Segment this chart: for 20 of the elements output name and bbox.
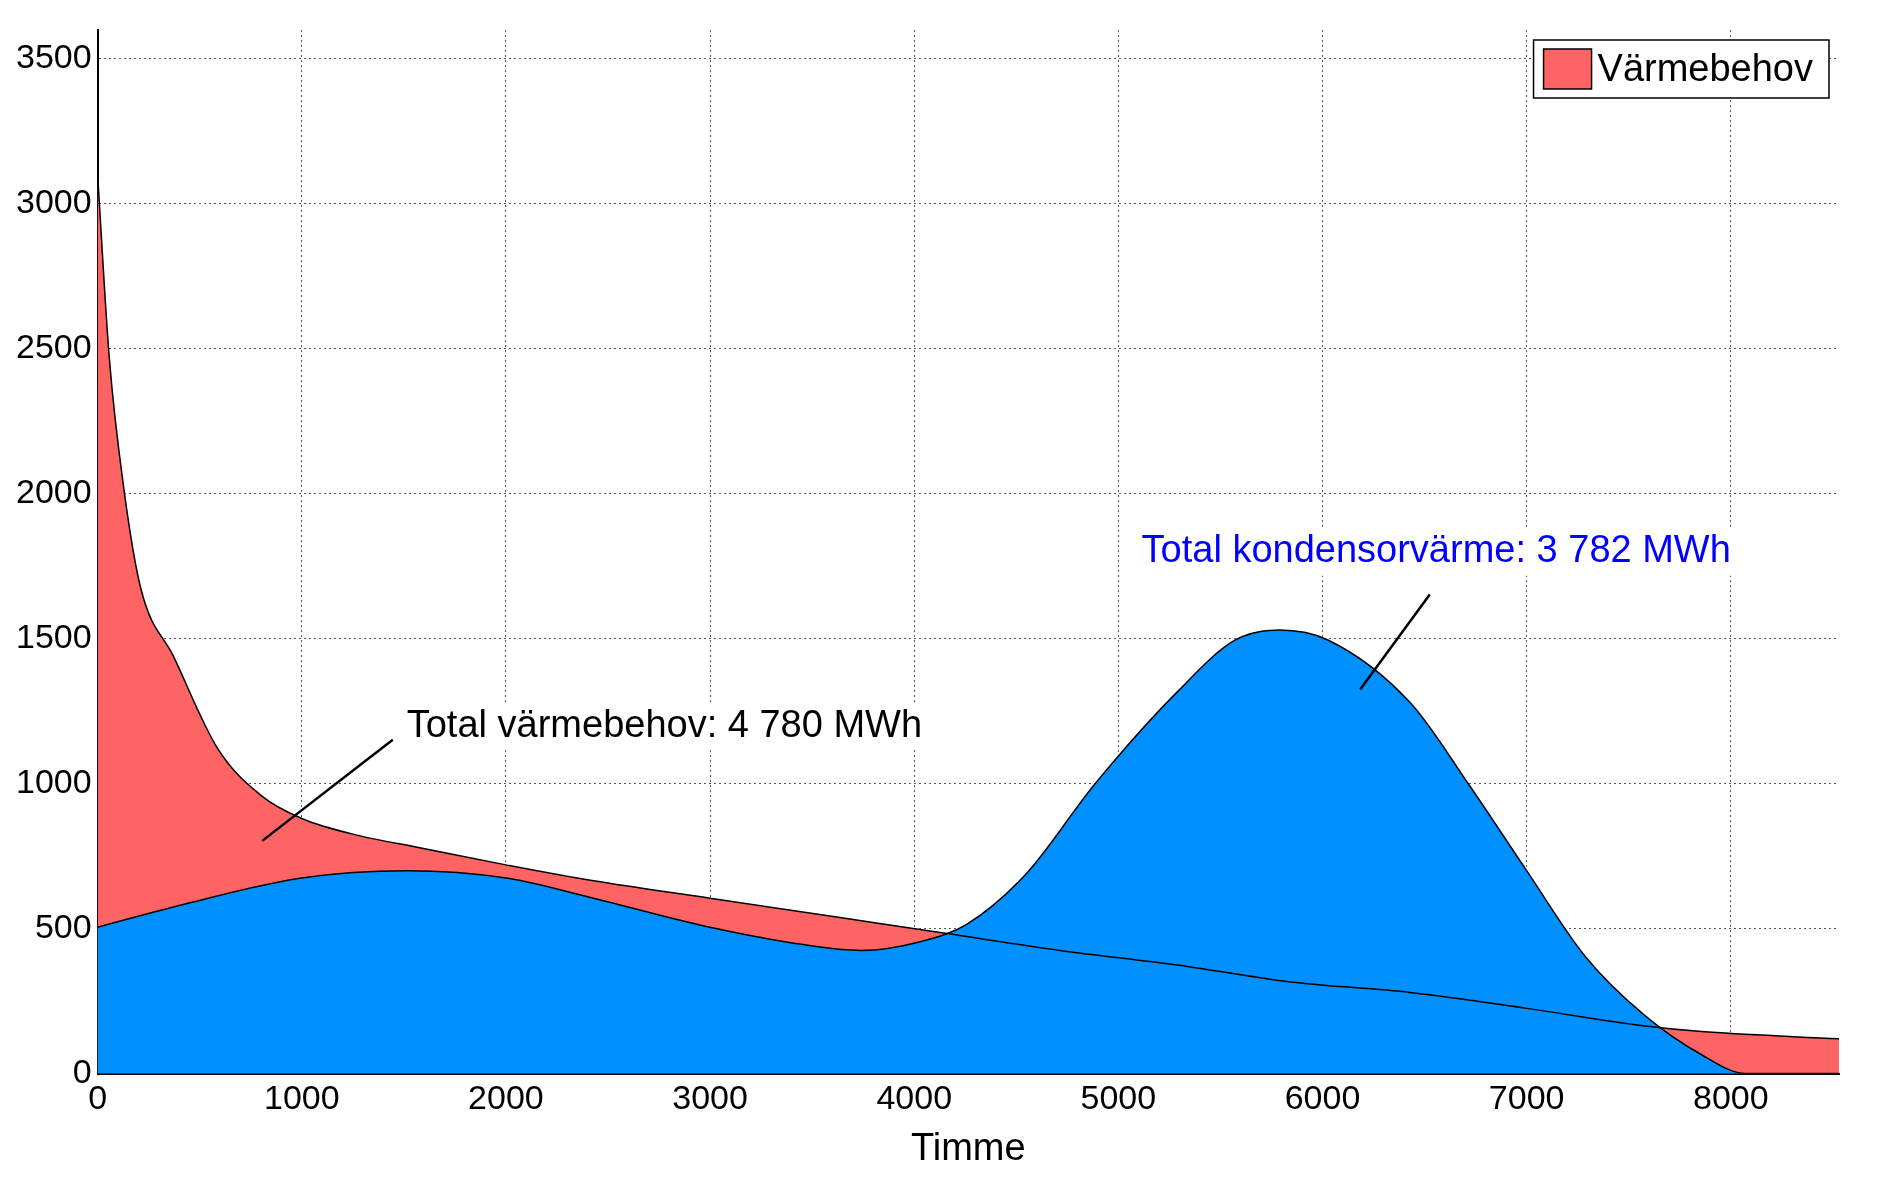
y-tick-label: 1000 [16, 762, 92, 801]
x-tick-label: 4000 [876, 1078, 953, 1117]
x-tick-label: 7000 [1488, 1078, 1565, 1117]
y-tick-label: 3500 [16, 37, 92, 76]
annotation: Total värmebehov: 4 780 MWh [406, 702, 923, 745]
x-tick-label: 3000 [672, 1078, 748, 1117]
legend-label: Värmebehov [1597, 47, 1814, 90]
x-tick-label: 8000 [1692, 1078, 1769, 1117]
y-tick-label: 2500 [16, 327, 92, 366]
x-axis-title: Timme [910, 1125, 1026, 1168]
x-tick-label: 6000 [1284, 1078, 1361, 1117]
x-tick-label: 1000 [263, 1078, 340, 1117]
y-tick-label: 500 [34, 907, 92, 946]
y-tick-label: 2000 [16, 472, 92, 511]
y-tick-label: 3000 [16, 182, 92, 221]
x-tick-label: 2000 [468, 1078, 544, 1117]
y-tick-label: 1500 [16, 617, 92, 656]
y-tick-label: 0 [72, 1051, 92, 1090]
x-tick-label: 5000 [1080, 1078, 1157, 1117]
annotation: Total kondensorvärme: 3 782 MWh [1141, 528, 1731, 571]
